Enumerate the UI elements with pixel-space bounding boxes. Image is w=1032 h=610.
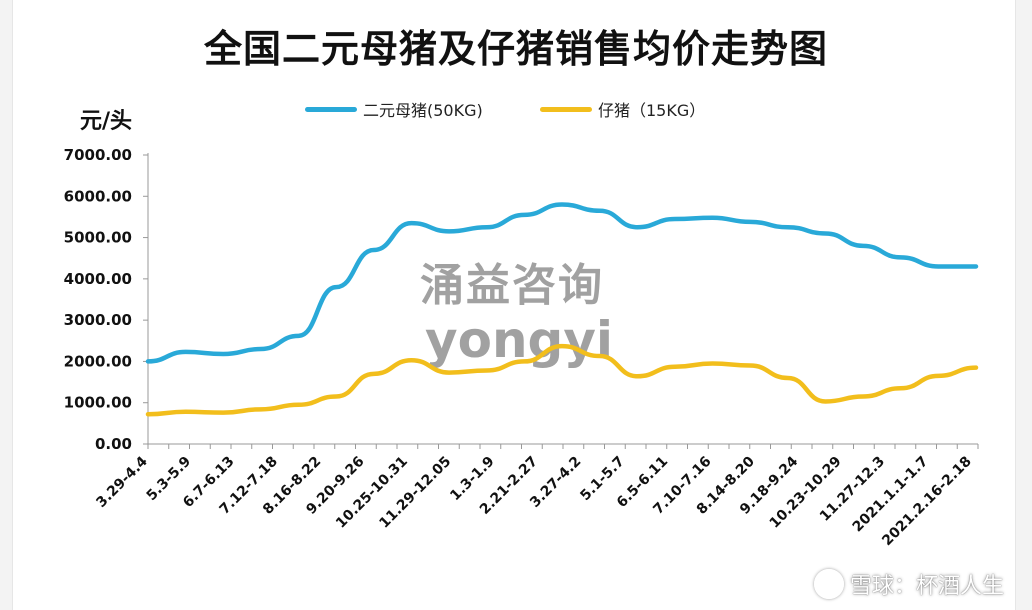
y-tick-label: 0.00 [95, 435, 132, 453]
y-tick-label: 7000.00 [64, 146, 132, 164]
watermark-en: yongyi [425, 311, 613, 369]
legend-label-sow: 二元母猪(50KG) [363, 101, 483, 120]
x-tick-label: 2021.1.1-1.7 [850, 454, 932, 536]
chart-frame [12, 0, 1016, 610]
series-lines [145, 202, 979, 417]
credit-text: 雪球：杯酒人生 [849, 574, 1004, 599]
chart-title: 全国二元母猪及仔猪销售均价走势图 [203, 26, 828, 71]
series-line-sow [145, 202, 979, 364]
y-tick-label: 2000.00 [64, 352, 132, 370]
y-tick-label: 3000.00 [64, 311, 132, 329]
legend-label-piglet: 仔猪（15KG） [598, 101, 706, 120]
legend-swatch-piglet [540, 106, 592, 112]
watermark: 涌益咨询 yongyi [420, 260, 613, 369]
legend-item-piglet: 仔猪（15KG） [540, 97, 705, 121]
credit-badge: 雪球：杯酒人生 [813, 568, 1004, 600]
y-axis-unit-label: 元/头 [80, 109, 133, 134]
y-tick-label: 1000.00 [64, 394, 132, 412]
xueqiu-logo-icon [813, 569, 844, 599]
x-tick-label: 3.29-4.4 [93, 453, 151, 511]
y-tick-label: 4000.00 [64, 270, 132, 288]
legend-swatch-sow [305, 106, 357, 112]
y-tick-label: 6000.00 [64, 187, 132, 205]
legend-item-sow: 二元母猪(50KG) [305, 97, 483, 121]
y-tick-label: 5000.00 [64, 229, 132, 247]
watermark-cn: 涌益咨询 [420, 260, 604, 311]
